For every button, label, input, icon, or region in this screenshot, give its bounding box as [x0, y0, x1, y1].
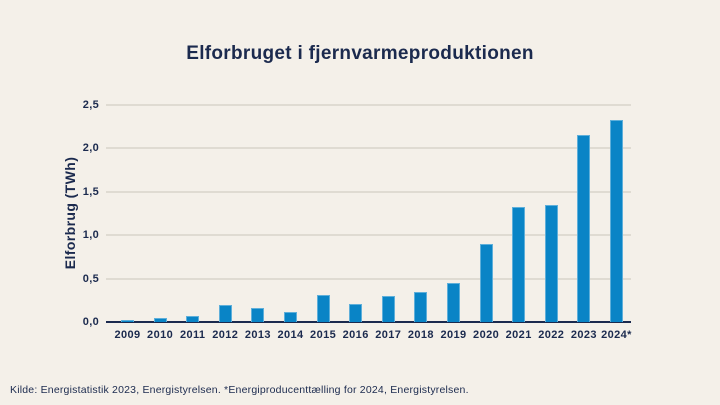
x-tick-label-2009: 2009 — [114, 329, 141, 341]
bar-2009 — [121, 320, 134, 322]
x-tick-label-2017: 2017 — [375, 329, 402, 341]
chart-title: Elforbruget i fjernvarmeproduktionen — [186, 43, 534, 64]
y-tick-label-0,0: 0,0 — [82, 316, 99, 328]
y-tick-label-1,0: 1,0 — [82, 229, 99, 242]
bar-2022 — [544, 204, 558, 322]
bar-2016 — [349, 303, 363, 322]
gridline-2,5 — [106, 104, 631, 106]
x-tick-label-2011: 2011 — [179, 329, 206, 341]
x-tick-label-2024: 2024* — [601, 329, 632, 341]
y-tick-label-0,5: 0,5 — [82, 272, 99, 285]
y-tick-label-1,5: 1,5 — [82, 185, 99, 198]
plot-area — [106, 104, 631, 323]
bar-2012 — [218, 304, 232, 322]
bar-2018 — [414, 291, 428, 322]
bar-2019 — [447, 282, 460, 322]
x-tick-label-2023: 2023 — [570, 329, 597, 341]
bar-2024 — [610, 119, 623, 322]
bar-2013 — [251, 308, 265, 322]
gridline-2,0 — [106, 147, 631, 150]
bar-2017 — [381, 295, 395, 322]
x-tick-label-2015: 2015 — [310, 329, 337, 341]
bar-2011 — [186, 315, 200, 322]
x-tick-label-2010: 2010 — [147, 329, 174, 341]
x-tick-label-2014: 2014 — [277, 329, 304, 341]
y-axis-title: Elforbrug (TWh) — [62, 156, 78, 270]
x-tick-label-2019: 2019 — [440, 329, 467, 341]
gridline-0,5 — [106, 277, 631, 280]
x-tick-label-2018: 2018 — [407, 329, 434, 341]
bar-2020 — [479, 243, 493, 322]
y-tick-label-2,0: 2,0 — [82, 142, 99, 155]
x-tick-label-2020: 2020 — [473, 329, 500, 341]
x-axis-line — [106, 321, 631, 323]
bar-2021 — [512, 207, 526, 322]
bar-2015 — [316, 295, 330, 322]
x-tick-label-2012: 2012 — [212, 329, 239, 341]
bar-2010 — [153, 317, 167, 322]
gridline-1,5 — [106, 190, 631, 193]
x-tick-label-2016: 2016 — [342, 329, 369, 341]
x-tick-label-2021: 2021 — [505, 329, 532, 341]
gridline-1,0 — [106, 234, 631, 237]
y-tick-label-2,5: 2,5 — [82, 99, 99, 111]
bar-2014 — [284, 311, 297, 322]
source-note: Kilde: Energistatistik 2023, Energistyre… — [10, 384, 469, 396]
x-tick-label-2013: 2013 — [244, 329, 271, 341]
bar-2023 — [577, 134, 591, 322]
x-tick-label-2022: 2022 — [538, 329, 565, 341]
